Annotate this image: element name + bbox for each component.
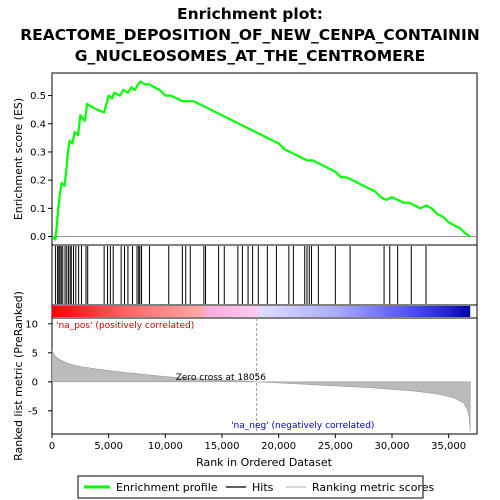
metric-y-tick-label: -5 — [28, 406, 38, 417]
positive-correlation-label: 'na_pos' (positively correlated) — [56, 321, 194, 331]
metric-y-axis-label: Ranked list metric (PreRanked) — [12, 291, 25, 461]
x-axis-label: Rank in Ordered Dataset — [196, 456, 333, 469]
es-layer — [52, 80, 477, 241]
x-tick-label: 20,000 — [261, 441, 296, 452]
enrichment-profile-line — [52, 80, 471, 241]
es-y-axis-label: Enrichment score (ES) — [12, 98, 25, 220]
es-y-tick-label: 0.4 — [30, 119, 46, 130]
legend-label: Hits — [252, 481, 274, 494]
axes-layer: 0.0 0.1 0.2 0.3 0.4 0.5 10 5 0 -5 0 5,000 10,000 15,0… — [25, 91, 466, 452]
x-tick-label: 10,000 — [148, 441, 183, 452]
legend-box — [77, 475, 424, 499]
metric-y-tick-label: 10 — [25, 319, 38, 330]
x-tick-label: 30,000 — [375, 441, 410, 452]
ranking-metric-area — [52, 349, 471, 432]
legend-label: Ranking metric scores — [312, 481, 434, 494]
chart-title-line3: G_NUCLEOSOMES_AT_THE_CENTROMERE — [75, 47, 425, 65]
chart-title-line1: Enrichment plot: — [177, 5, 323, 23]
es-y-tick-label: 0.2 — [30, 176, 46, 187]
x-tick-label: 25,000 — [318, 441, 353, 452]
hits-panel — [51, 244, 478, 306]
x-tick-label: 15,000 — [205, 441, 240, 452]
negative-correlation-label: 'na_neg' (negatively correlated) — [231, 421, 374, 431]
metric-layer — [52, 318, 471, 434]
es-y-tick-label: 0.3 — [30, 147, 46, 158]
x-tick-label: 5,000 — [94, 441, 123, 452]
metric-y-tick-label: 0 — [32, 377, 38, 388]
x-tick-label: 35,000 — [431, 441, 466, 452]
legend: Enrichment profile Hits Ranking metric sco… — [84, 481, 434, 494]
x-tick-label: 0 — [49, 441, 55, 452]
es-panel — [51, 72, 478, 246]
rank-color-bar — [52, 306, 471, 317]
chart-title-line2: REACTOME_DEPOSITION_OF_NEW_CENPA_CONTAIN… — [20, 26, 479, 44]
hits-layer — [54, 246, 427, 304]
zero-cross-label: Zero cross at 18056 — [176, 373, 267, 383]
legend-label: Enrichment profile — [116, 481, 218, 494]
es-y-tick-label: 0.5 — [30, 91, 46, 102]
es-y-tick-label: 0.0 — [30, 232, 46, 243]
es-y-tick-label: 0.1 — [30, 204, 46, 215]
metric-y-tick-label: 5 — [32, 348, 38, 359]
